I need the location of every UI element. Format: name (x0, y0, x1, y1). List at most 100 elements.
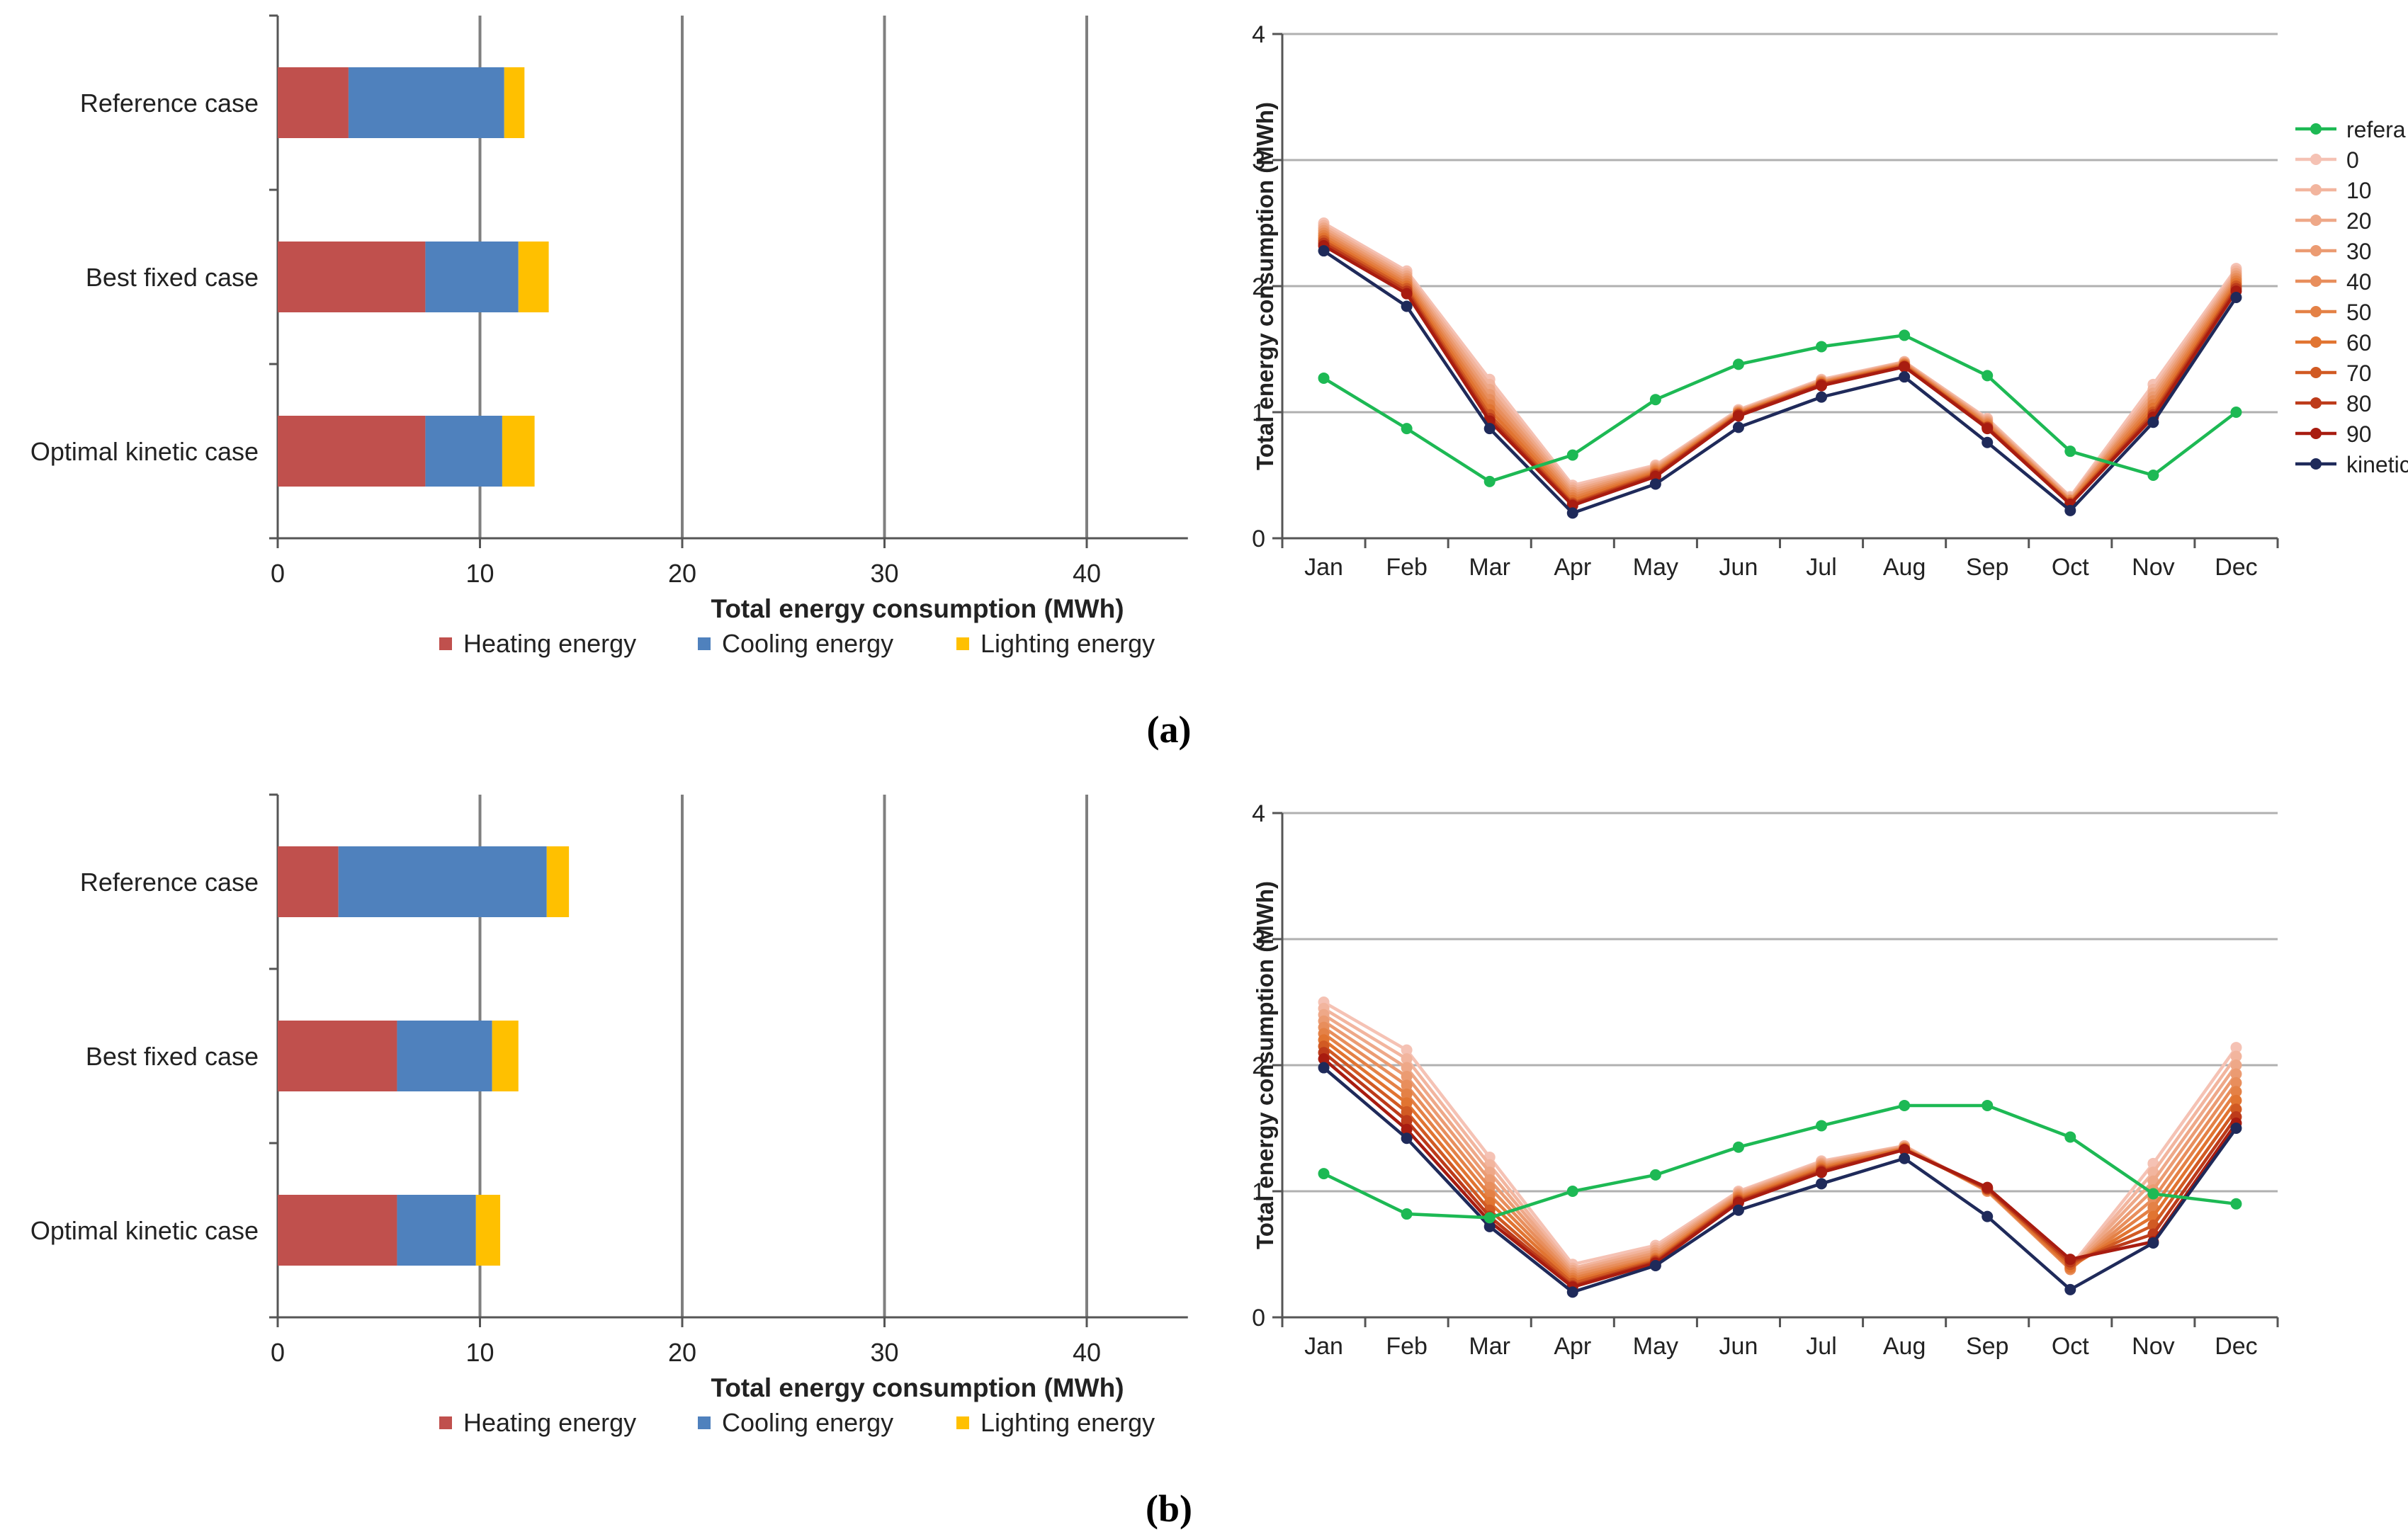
x-tick-label: 40 (1073, 1338, 1101, 1367)
data-point-refera (2064, 1131, 2076, 1143)
data-point-90 (1982, 423, 1994, 435)
category-label: Reference case (80, 89, 259, 118)
x-tick-label: May (1633, 1333, 1678, 1360)
bar-segment-cooling-energy (425, 416, 502, 487)
data-point-90 (1732, 410, 1744, 422)
panel-label-b: (b) (1146, 1487, 1192, 1530)
legend-marker (2310, 428, 2322, 439)
bar-segment-lighting-energy (475, 1195, 501, 1266)
data-point-0 (2230, 1042, 2242, 1054)
legend-label: 80 (2346, 391, 2372, 416)
x-tick-label: 0 (271, 559, 285, 588)
data-point-kinetic (2230, 292, 2242, 304)
data-point-refera (1982, 370, 1994, 382)
data-point-kinetic (1483, 423, 1496, 435)
y-tick-label: 0 (1252, 1305, 1265, 1331)
x-tick-label: Jan (1304, 1333, 1343, 1360)
series-line-refera (1323, 334, 2237, 484)
x-tick-label: Jan (1304, 554, 1343, 581)
x-tick-label: Mar (1469, 554, 1510, 581)
legend-label: 90 (2346, 421, 2372, 447)
series-line-kinetic (1323, 1066, 2238, 1294)
data-point-kinetic (2064, 1283, 2076, 1295)
legend-label: 60 (2346, 330, 2372, 356)
data-point-80 (1401, 1115, 1413, 1127)
x-tick-label: Jun (1719, 554, 1758, 581)
data-point-refera (1899, 1099, 1911, 1111)
x-tick-label: 20 (668, 559, 696, 588)
data-point-kinetic (1318, 245, 1330, 257)
bar-segment-heating-energy (278, 846, 339, 917)
y-axis-title: Total energy consumption (MWh) (1252, 102, 1278, 470)
legend-swatch (439, 1416, 452, 1429)
series-line-90 (1323, 1057, 2238, 1289)
data-point-90 (1982, 1181, 1994, 1193)
legend-label: 30 (2346, 239, 2372, 264)
data-point-refera (1566, 1186, 1578, 1197)
series-line-90 (1323, 244, 2238, 508)
data-point-50 (2230, 1086, 2242, 1098)
legend-label: refera (2346, 117, 2406, 142)
legend-label: 70 (2346, 360, 2372, 386)
data-point-20 (2230, 1060, 2242, 1071)
legend-marker (2310, 306, 2322, 317)
bar-segment-cooling-energy (397, 1021, 492, 1091)
data-point-refera (1816, 341, 1828, 353)
data-point-kinetic (1899, 371, 1911, 383)
data-point-refera (1732, 358, 1744, 370)
bar-segment-cooling-energy (338, 846, 547, 917)
legend-marker (2310, 184, 2322, 195)
bar-segment-cooling-energy (425, 242, 519, 312)
legend-swatch (698, 1416, 711, 1429)
legend-swatch (956, 637, 969, 650)
data-point-10 (1401, 1053, 1413, 1065)
data-point-kinetic (1401, 1132, 1413, 1145)
data-point-refera (1483, 475, 1496, 487)
data-point-kinetic (1732, 421, 1744, 433)
legend-marker (2310, 336, 2322, 348)
x-tick-label: Dec (2215, 1333, 2257, 1360)
data-point-refera (1732, 1141, 1744, 1153)
data-point-refera (2230, 407, 2242, 418)
data-point-refera (1982, 1099, 1994, 1111)
data-point-30 (1401, 1071, 1413, 1083)
category-label: Optimal kinetic case (30, 437, 259, 466)
data-point-refera (2147, 1188, 2159, 1200)
x-tick-label: Sep (1966, 554, 2009, 581)
data-point-90 (1899, 360, 1911, 373)
legend-marker (2310, 245, 2322, 256)
data-point-refera (2230, 1198, 2242, 1210)
data-point-40 (1401, 1079, 1413, 1091)
x-tick-label: Jun (1719, 1333, 1758, 1360)
data-point-90 (1318, 1053, 1330, 1065)
legend-swatch (698, 637, 711, 650)
data-point-40 (2230, 1077, 2242, 1089)
data-point-kinetic (1816, 391, 1828, 403)
data-point-kinetic (1982, 436, 1994, 448)
x-tick-label: 10 (465, 1338, 494, 1367)
bar-segment-heating-energy (278, 416, 426, 487)
y-tick-label: 1 (1252, 1179, 1265, 1205)
legend-label: Heating energy (463, 1408, 636, 1437)
y-tick-label: 3 (1252, 926, 1265, 953)
data-point-refera (1401, 1208, 1413, 1220)
x-tick-label: Nov (2132, 554, 2174, 581)
legend-marker (2310, 215, 2322, 226)
bar-chart-a: 0 10 20 30 40 Reference case Best fixed case Op… (30, 14, 1188, 658)
data-point-kinetic (1649, 478, 1661, 490)
legend-label: Cooling energy (722, 629, 893, 658)
data-point-90 (1401, 288, 1413, 300)
legend-label: Heating energy (463, 629, 636, 658)
panel-label-a: (a) (1147, 708, 1192, 751)
x-tick-label: 0 (271, 1338, 285, 1367)
bar-segment-heating-energy (278, 1021, 397, 1091)
legend-label: Lighting energy (980, 1408, 1155, 1437)
legend-swatch (439, 637, 452, 650)
data-point-90 (1401, 1123, 1413, 1135)
bar-segment-lighting-energy (546, 846, 570, 917)
x-tick-label: Apr (1554, 1333, 1591, 1360)
legend-marker (2310, 123, 2322, 135)
data-point-30 (2230, 1068, 2242, 1080)
data-point-90 (1816, 1166, 1828, 1179)
x-tick-label: Dec (2215, 554, 2257, 581)
